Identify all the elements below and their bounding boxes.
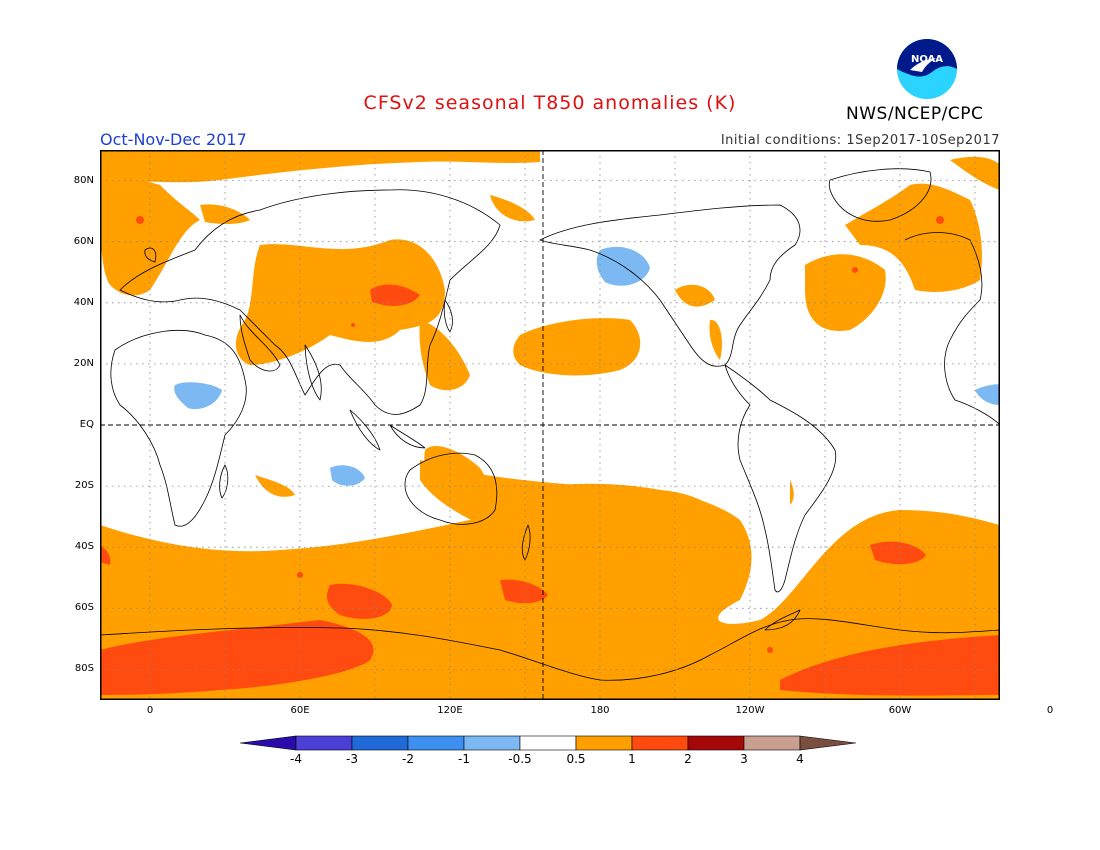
colorbar-swatch: [631, 735, 689, 751]
lon-label: 60E: [290, 705, 310, 716]
colorbar-label: -3: [346, 752, 358, 766]
lat-label: 40S: [74, 541, 94, 553]
colorbar-label: 0.5: [566, 752, 586, 766]
lat-label: 20N: [73, 357, 94, 369]
lon-label: 120E: [437, 705, 463, 716]
colorbar-label: -4: [290, 752, 302, 766]
reference-lines: [100, 150, 1000, 700]
chart-title: CFSv2 seasonal T850 anomalies (K): [363, 92, 737, 114]
colorbar-label: -1: [458, 752, 470, 766]
noaa-logo: NOAA: [897, 39, 957, 99]
lat-label: 80S: [74, 663, 94, 675]
grid-lines: [100, 150, 1000, 700]
logo-text: NOAA: [911, 54, 943, 65]
colorbar-swatch: [519, 735, 577, 751]
colorbar-swatch: [799, 735, 857, 751]
lat-label: 80N: [73, 174, 94, 186]
lat-label: 60S: [74, 602, 94, 614]
colorbar-label: -0.5: [508, 752, 532, 766]
lon-label: 60W: [888, 705, 912, 716]
colorbar-swatch: [351, 735, 409, 751]
colorbar-label: -2: [402, 752, 414, 766]
forecast-period: Oct-Nov-Dec 2017: [100, 130, 247, 149]
anomaly-map: [100, 150, 1000, 700]
continent-outlines: [100, 168, 1000, 681]
colorbar-swatch: [240, 735, 297, 751]
colorbar-label: 2: [684, 752, 692, 766]
colorbar: [240, 735, 857, 751]
colorbar-swatch: [463, 735, 521, 751]
anomaly-fill-warm-1: [100, 150, 1000, 700]
colorbar-label: 3: [740, 752, 748, 766]
colorbar-swatch: [575, 735, 633, 751]
lon-label: 0: [1046, 705, 1054, 716]
colorbar-label: 1: [628, 752, 636, 766]
lat-label: 20S: [74, 480, 94, 492]
lon-label: 120W: [735, 705, 765, 716]
colorbar-swatch: [407, 735, 465, 751]
colorbar-swatch: [295, 735, 353, 751]
lon-label: 180: [590, 705, 610, 716]
colorbar-swatch: [687, 735, 745, 751]
map-frame: [100, 150, 1000, 700]
lat-label: EQ: [79, 419, 94, 430]
anomaly-fill-warm-2: [100, 216, 1000, 696]
colorbar-swatch: [743, 735, 801, 751]
agency-label: NWS/NCEP/CPC: [846, 104, 984, 124]
lat-label: 40N: [73, 296, 94, 308]
lon-label: 0: [146, 705, 154, 716]
lat-label: 60N: [73, 235, 94, 247]
colorbar-label: 4: [796, 752, 804, 766]
initial-conditions: Initial conditions: 1Sep2017-10Sep2017: [720, 133, 1000, 148]
